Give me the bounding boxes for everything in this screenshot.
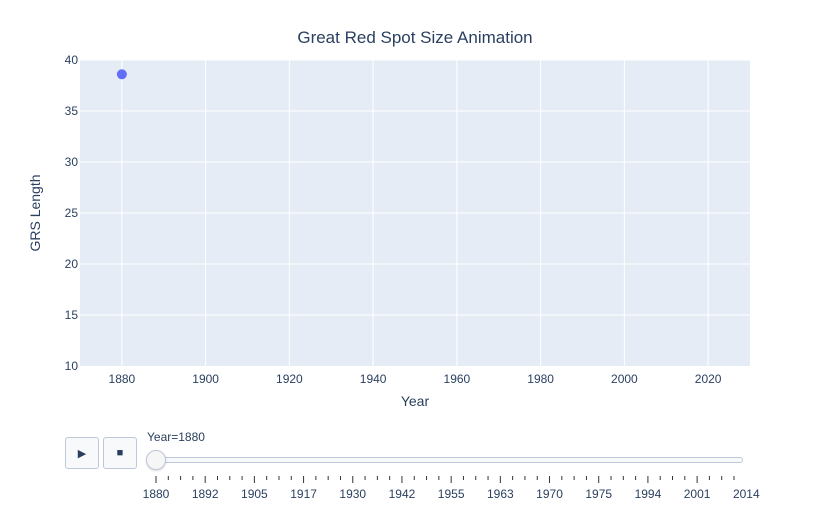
x-tick-label: 1980 xyxy=(527,372,554,386)
chart-title: Great Red Spot Size Animation xyxy=(297,28,532,47)
y-tick-label: 30 xyxy=(65,155,79,169)
gridlines xyxy=(80,59,750,366)
slider-year-label: 1970 xyxy=(536,487,563,501)
x-tick-label: 2000 xyxy=(611,372,638,386)
slider-year-label: 1930 xyxy=(339,487,366,501)
slider-year-label: 1955 xyxy=(438,487,465,501)
data-point xyxy=(116,69,127,80)
y-tick-label: 15 xyxy=(65,308,79,322)
slider-year-label: 2001 xyxy=(684,487,711,501)
year-slider-track[interactable] xyxy=(150,457,743,463)
slider-year-label: 1880 xyxy=(143,487,170,501)
slider-year-label: 1994 xyxy=(635,487,662,501)
slider-year-label: 2014 xyxy=(733,487,760,501)
slider-year-label: 1975 xyxy=(585,487,612,501)
axis-ticks: 1880 1900 1920 1940 1960 1980 2000 2020 10 15 20 25… xyxy=(65,53,722,386)
y-tick-label: 35 xyxy=(65,104,79,118)
x-tick-label: 1940 xyxy=(360,372,387,386)
x-tick-label: 2020 xyxy=(695,372,722,386)
slider-ticks: 1880 1892 1905 1917 1930 1942 1955 1963 1970 1975… xyxy=(143,476,760,501)
x-axis-label: Year xyxy=(401,393,430,409)
year-slider-handle[interactable] xyxy=(146,450,166,470)
slider-year-label: 1905 xyxy=(241,487,268,501)
slider-current-label: Year=1880 xyxy=(147,430,205,444)
x-tick-label: 1960 xyxy=(444,372,471,386)
play-button[interactable]: ▶ xyxy=(65,437,99,469)
data-points xyxy=(116,69,127,80)
slider-year-label: 1917 xyxy=(290,487,317,501)
stop-icon: ■ xyxy=(116,447,124,459)
y-tick-label: 10 xyxy=(65,359,79,373)
y-axis-label: GRS Length xyxy=(27,174,43,251)
slider-year-label: 1892 xyxy=(192,487,219,501)
y-tick-label: 40 xyxy=(65,53,79,67)
play-icon: ▶ xyxy=(77,447,87,460)
x-tick-label: 1880 xyxy=(109,372,136,386)
stop-button[interactable]: ■ xyxy=(103,437,137,469)
y-tick-label: 25 xyxy=(65,206,79,220)
y-tick-label: 20 xyxy=(65,257,79,271)
slider-year-label: 1963 xyxy=(487,487,514,501)
x-tick-label: 1900 xyxy=(192,372,219,386)
x-tick-label: 1920 xyxy=(276,372,303,386)
slider-year-label: 1942 xyxy=(389,487,416,501)
